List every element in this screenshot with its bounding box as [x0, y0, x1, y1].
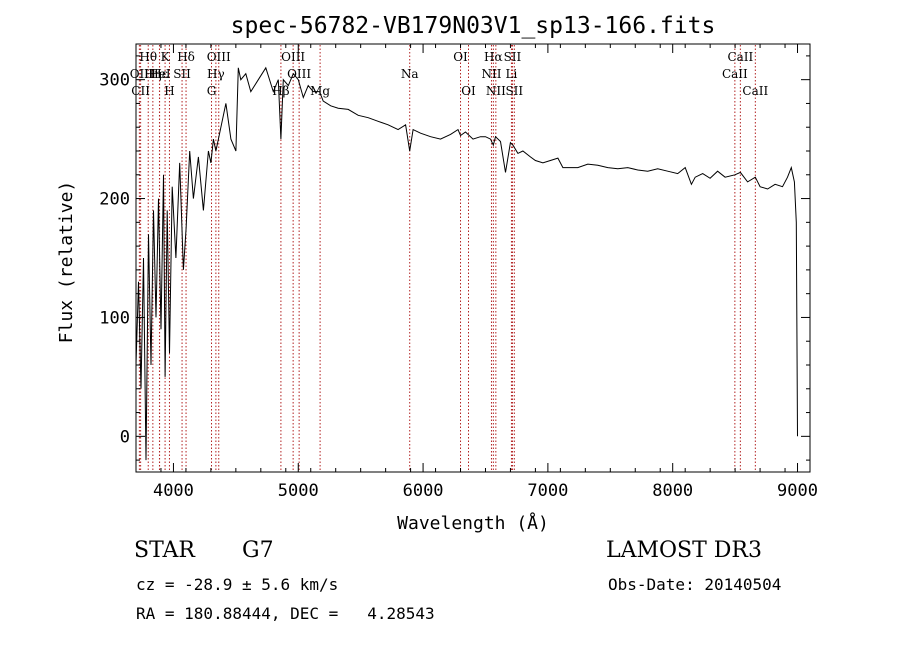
- plot-frame: [135, 43, 811, 473]
- y-tick-label: 200: [99, 190, 130, 210]
- spectral-line-label: OI: [461, 84, 476, 98]
- y-tick-label: 100: [99, 308, 130, 328]
- y-axis-label: Flux (relative): [56, 181, 77, 344]
- spectral-line-label: Hδ: [177, 50, 195, 64]
- sky-coordinates: RA = 180.88444, DEC = 4.28543: [136, 604, 435, 623]
- spectral-line-label: SII: [504, 50, 522, 64]
- spectral-line-label: OIII: [281, 50, 305, 64]
- spectral-line-label: Hε: [151, 67, 168, 81]
- spectral-line-label: NII: [481, 67, 501, 81]
- x-axis-ticks: 4000 5000 6000 7000 8000 9000: [135, 44, 818, 501]
- spectral-line-label: Hβ: [272, 84, 289, 98]
- x-tick-label: 9000: [777, 481, 818, 501]
- spectral-line-label: Na: [401, 67, 419, 81]
- spectral-line-label: Hη: [144, 67, 162, 81]
- spectral-line-label: K: [161, 50, 171, 64]
- spectral-line-markers: [138, 45, 756, 471]
- x-tick-label: 6000: [403, 481, 444, 501]
- x-tick-label: 7000: [527, 481, 568, 501]
- y-tick-label: 0: [120, 427, 130, 447]
- spectral-line-label: OII: [130, 67, 150, 81]
- x-tick-label: 8000: [652, 481, 693, 501]
- spectral-line-label: G: [207, 84, 217, 98]
- spectral-line-label: CaII: [742, 84, 768, 98]
- spectral-line-label: Hα: [484, 50, 503, 64]
- y-tick-label: 300: [99, 71, 130, 91]
- object-class: STAR: [134, 538, 195, 563]
- x-tick-label: 4000: [153, 481, 194, 501]
- spectral-line-label: CII: [131, 84, 150, 98]
- x-tick-label: 5000: [278, 481, 319, 501]
- spectral-line-label: SII: [505, 84, 523, 98]
- spectral-line-label: NII: [486, 84, 506, 98]
- spectral-line-label: OIII: [207, 50, 231, 64]
- spectral-line-label: Li: [506, 67, 518, 81]
- x-axis-label: Wavelength (Å): [397, 512, 549, 534]
- spectral-line-label: OIII: [287, 67, 311, 81]
- spectral-line-label: CaII: [722, 67, 748, 81]
- spectral-line-label: Mg: [310, 84, 330, 98]
- spectral-line-label: SII: [173, 67, 191, 81]
- spectral-line-label: HeI: [148, 67, 171, 81]
- spectral-line-label: Hγ: [207, 67, 225, 81]
- y-axis-ticks: 0 100 200 300: [99, 55, 810, 461]
- object-subclass: G7: [242, 538, 274, 563]
- observation-date: Obs-Date: 20140504: [608, 575, 782, 594]
- spectral-line-label: H: [164, 84, 174, 98]
- survey-name: LAMOST DR3: [606, 538, 762, 563]
- chart-title: spec-56782-VB179N03V1_sp13-166.fits: [231, 13, 716, 39]
- spectral-line-label: CaII: [727, 50, 753, 64]
- spectral-line-label: OI: [453, 50, 468, 64]
- flux-series-line: [135, 66, 798, 461]
- redshift-velocity: cz = -28.9 ± 5.6 km/s: [136, 575, 339, 594]
- spectral-line-label: Hθ: [139, 50, 157, 64]
